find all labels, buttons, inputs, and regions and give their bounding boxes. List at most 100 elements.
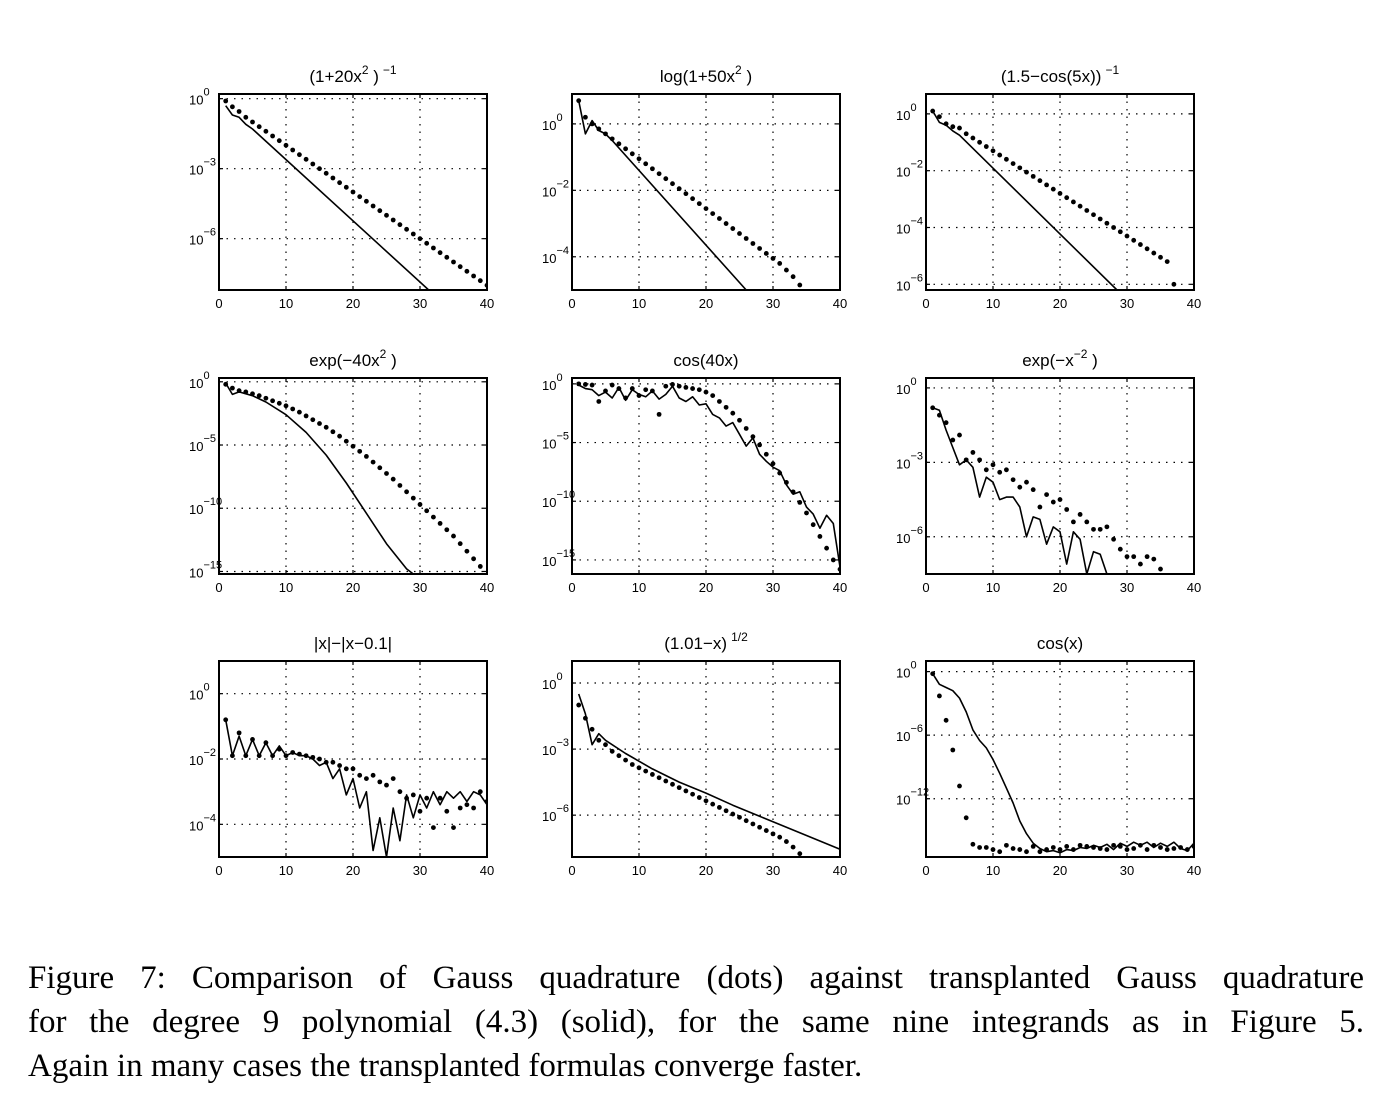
data-dot-gauss [397, 483, 403, 488]
y-tick-label: 10−6 [189, 227, 216, 248]
data-dot-gauss [364, 198, 369, 204]
data-dot-gauss [1158, 254, 1163, 260]
data-dot-gauss [250, 119, 255, 125]
y-tick-exponent: −6 [556, 803, 569, 815]
y-tick-base: 10 [189, 818, 203, 833]
data-dot-gauss [1158, 845, 1163, 850]
chart-title-rest: ) [386, 351, 396, 370]
y-tick-exponent: 0 [556, 671, 562, 683]
data-dot-gauss [350, 443, 356, 449]
chart-title-rest: ) [1087, 351, 1097, 370]
y-tick-label: 100 [189, 682, 210, 703]
data-dot-gauss [983, 467, 989, 473]
data-dot-gauss [464, 802, 470, 808]
y-tick-label: 100 [542, 372, 563, 393]
data-dot-gauss [410, 231, 416, 237]
data-dot-gauss [723, 808, 729, 814]
data-dot-gauss [717, 399, 722, 404]
data-dot-gauss [263, 395, 269, 401]
y-tick-label: 100 [896, 660, 917, 681]
data-dot-gauss [616, 386, 622, 391]
data-dot-gauss [451, 825, 456, 830]
y-tick-exponent: −12 [910, 787, 929, 799]
x-tick-label: 20 [699, 296, 713, 311]
x-tick-label: 40 [833, 580, 847, 595]
data-dot-gauss [1037, 504, 1043, 510]
data-dot-gauss [290, 750, 296, 755]
data-dot-gauss [670, 181, 675, 187]
data-dot-gauss [290, 406, 296, 412]
data-dot-gauss [477, 278, 483, 284]
x-tick-label: 30 [766, 296, 780, 311]
data-dot-gauss [1044, 847, 1049, 852]
solid-line-transplanted-gauss [932, 407, 1114, 574]
x-tick-label: 40 [1187, 863, 1201, 878]
chart-title: (1.5−cos(5x)) −1 [1001, 63, 1120, 86]
y-tick-exponent: 0 [910, 102, 916, 114]
x-tick-label: 0 [568, 580, 575, 595]
y-tick-base: 10 [896, 278, 910, 293]
y-tick-label: 10−10 [189, 496, 222, 517]
data-dot-gauss [636, 393, 642, 399]
data-dot-gauss [330, 175, 336, 181]
data-dot-gauss [397, 222, 403, 228]
data-dot-gauss [730, 410, 736, 416]
data-dot-gauss [471, 273, 476, 279]
y-tick-exponent: −15 [556, 548, 575, 560]
chart-title: (1+20x2 ) −1 [309, 63, 397, 86]
y-tick-base: 10 [542, 437, 556, 452]
data-dot-gauss [1017, 484, 1023, 490]
data-dot-gauss [1104, 220, 1110, 226]
chart-title-base: cos(40x) [673, 351, 738, 370]
y-tick-base: 10 [896, 222, 910, 237]
data-dot-gauss [576, 702, 582, 708]
y-tick-exponent: 0 [910, 660, 916, 672]
data-dot-gauss [364, 776, 369, 781]
data-dot-gauss [943, 420, 949, 426]
data-dot-gauss [830, 557, 836, 563]
data-dot-gauss [404, 226, 409, 232]
y-tick-base: 10 [542, 378, 556, 393]
data-dot-gauss [717, 216, 722, 221]
x-tick-label: 10 [986, 296, 1000, 311]
chart-title-rest: ) [369, 67, 379, 86]
y-tick-label: 10−10 [542, 489, 575, 510]
data-dot-gauss [710, 393, 716, 399]
data-dot-gauss [683, 191, 689, 197]
y-tick-base: 10 [896, 531, 910, 546]
data-dot-gauss [683, 384, 689, 390]
y-tick-base: 10 [542, 251, 556, 266]
data-dot-gauss [276, 400, 282, 406]
data-dot-gauss [330, 429, 336, 435]
y-tick-base: 10 [189, 565, 203, 580]
data-dot-gauss [596, 126, 602, 132]
data-dot-gauss [810, 522, 816, 528]
data-dot-gauss [236, 730, 242, 736]
x-tick-label: 20 [1053, 296, 1067, 311]
data-dot-gauss [1044, 182, 1049, 188]
data-dot-gauss [737, 417, 742, 423]
x-tick-label: 30 [766, 580, 780, 595]
data-dot-gauss [750, 821, 756, 827]
data-dot-gauss [1151, 556, 1157, 562]
data-dot-gauss [1084, 844, 1090, 849]
y-tick-label: 100 [896, 102, 917, 123]
data-dot-gauss [1124, 847, 1130, 852]
data-dot-gauss [250, 391, 255, 397]
data-dot-gauss [963, 457, 969, 463]
data-dot-gauss [1124, 554, 1130, 560]
data-dot-gauss [424, 795, 430, 801]
data-dot-gauss [690, 196, 695, 202]
data-dot-gauss [937, 412, 942, 418]
data-dot-gauss [263, 740, 269, 746]
plot-frame [925, 93, 1195, 291]
data-dot-gauss [676, 186, 682, 192]
chart-title: (1.01−x) 1/2 [664, 630, 748, 653]
plot-frame [925, 660, 1195, 858]
chart-title-superscript: 2 [735, 63, 742, 77]
data-dot-gauss [323, 759, 329, 765]
y-tick-label: 10−4 [542, 245, 569, 266]
y-tick-label: 10−3 [896, 450, 923, 471]
y-tick-base: 10 [189, 439, 203, 454]
